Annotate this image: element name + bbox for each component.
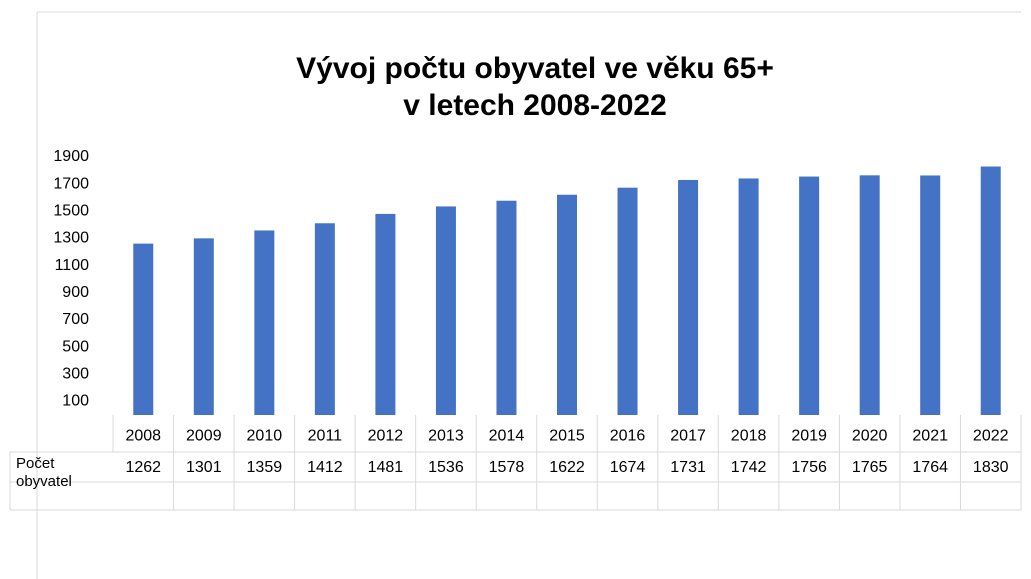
x-tick-label: 2008 (125, 428, 161, 445)
table-value: 1731 (670, 459, 706, 476)
table-value: 1578 (489, 459, 525, 476)
table-value: 1412 (307, 459, 343, 476)
bar (920, 175, 941, 415)
x-tick-label: 2014 (489, 428, 525, 445)
y-tick-label: 1700 (53, 175, 89, 192)
table-value: 1830 (973, 459, 1009, 476)
table-value: 1756 (791, 459, 827, 476)
x-tick-label: 2015 (549, 428, 585, 445)
x-tick-label: 2017 (670, 428, 706, 445)
chart-title: v letech 2008-2022 (403, 89, 667, 122)
x-tick-label: 2013 (428, 428, 464, 445)
x-tick-label: 2011 (308, 428, 343, 445)
table-value: 1301 (186, 459, 222, 476)
x-tick-label: 2009 (186, 428, 222, 445)
bar (314, 223, 335, 415)
x-tick-label: 2010 (247, 428, 283, 445)
bar (375, 213, 396, 415)
x-tick-label: 2019 (791, 428, 827, 445)
x-tick-label: 2018 (731, 428, 767, 445)
y-tick-label: 100 (62, 393, 89, 410)
x-tick-label: 2012 (368, 428, 404, 445)
bar (617, 187, 638, 415)
y-tick-label: 1900 (53, 148, 89, 165)
bar (435, 206, 456, 415)
x-tick-label: 2020 (852, 428, 888, 445)
bar (557, 194, 577, 415)
bar (678, 179, 699, 415)
table-value: 1262 (125, 459, 161, 476)
chart-title: Vývoj počtu obyvatel ve věku 65+ (296, 52, 774, 85)
table-value: 1536 (428, 459, 464, 476)
bar (980, 166, 1001, 415)
bar (193, 238, 214, 415)
table-value: 1765 (852, 459, 888, 476)
table-value: 1674 (610, 459, 646, 476)
table-value: 1481 (368, 459, 404, 476)
y-tick-label: 1100 (55, 257, 90, 274)
bar (254, 230, 275, 415)
bar (859, 175, 880, 415)
table-value: 1359 (247, 459, 283, 476)
bar (496, 200, 517, 415)
bar (738, 178, 759, 415)
x-tick-label: 2021 (912, 428, 948, 445)
y-tick-label: 1300 (53, 230, 89, 247)
y-tick-label: 700 (62, 311, 89, 328)
table-value: 1742 (731, 459, 767, 476)
bar (799, 176, 820, 415)
y-tick-label: 500 (62, 338, 89, 355)
y-tick-label: 1500 (53, 203, 89, 220)
y-tick-label: 900 (62, 284, 89, 301)
bar (133, 243, 154, 415)
x-tick-label: 2022 (973, 428, 1009, 445)
series-name: Počet obyvatel (16, 455, 72, 490)
x-tick-label: 2016 (610, 428, 646, 445)
table-value: 1622 (549, 459, 585, 476)
table-value: 1764 (912, 459, 948, 476)
y-tick-label: 300 (62, 365, 89, 382)
